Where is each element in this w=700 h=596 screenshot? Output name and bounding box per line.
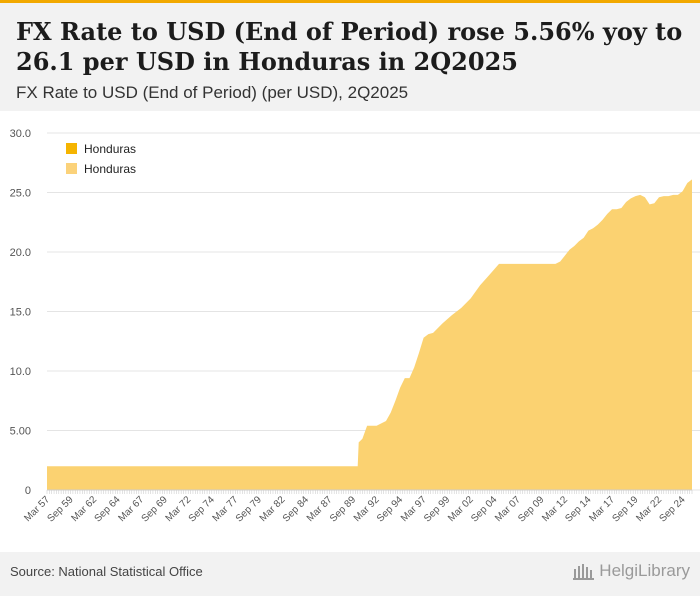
x-tick-label: Sep 14: [563, 494, 593, 524]
header: FX Rate to USD (End of Period) rose 5.56…: [0, 3, 700, 111]
x-tick-label: Sep 19: [610, 494, 640, 524]
x-tick-label: Sep 64: [93, 494, 123, 524]
x-tick-label: Sep 89: [328, 494, 358, 524]
chart-subtitle: FX Rate to USD (End of Period) (per USD)…: [16, 83, 409, 102]
x-tick-label: Sep 09: [516, 494, 546, 524]
y-tick-label: 15.0: [10, 307, 31, 319]
y-tick-label: 25.0: [10, 188, 31, 200]
footer: Source: National Statistical Office Helg…: [0, 552, 700, 596]
x-tick-label: Sep 74: [187, 494, 217, 524]
y-tick-label: 20.0: [10, 247, 31, 259]
y-tick-label: 10.0: [10, 366, 31, 378]
area-series-honduras[interactable]: [47, 179, 692, 490]
x-tick-label: Sep 99: [422, 494, 452, 524]
x-tick-label: Sep 59: [45, 494, 75, 524]
brand-name: HelgiLibrary: [599, 561, 690, 580]
source-note: Source: National Statistical Office: [10, 564, 203, 579]
y-tick-label: 5.00: [10, 426, 31, 438]
page-title: FX Rate to USD (End of Period) rose 5.56…: [16, 17, 683, 76]
x-tick-label: Sep 69: [140, 494, 170, 524]
legend-swatch-honduras-1[interactable]: [66, 143, 77, 154]
x-tick-label: Sep 79: [234, 494, 264, 524]
x-tick-label: Sep 94: [375, 494, 405, 524]
legend-label-honduras-1[interactable]: Honduras: [84, 142, 136, 156]
x-tick-label: Sep 24: [658, 494, 688, 524]
accent-bar: [0, 0, 700, 3]
legend-label-honduras-2[interactable]: Honduras: [84, 162, 136, 176]
y-tick-label: 30.0: [10, 128, 31, 140]
y-tick-label: 0: [25, 485, 31, 497]
area-layer: [47, 179, 692, 490]
brand-logo: HelgiLibrary: [573, 561, 690, 581]
x-tick-label: Sep 04: [469, 494, 499, 524]
legend[interactable]: Honduras Honduras: [66, 142, 136, 176]
x-tick-label: Sep 84: [281, 494, 311, 524]
legend-swatch-honduras-2[interactable]: [66, 163, 77, 174]
library-icon: [573, 564, 595, 580]
